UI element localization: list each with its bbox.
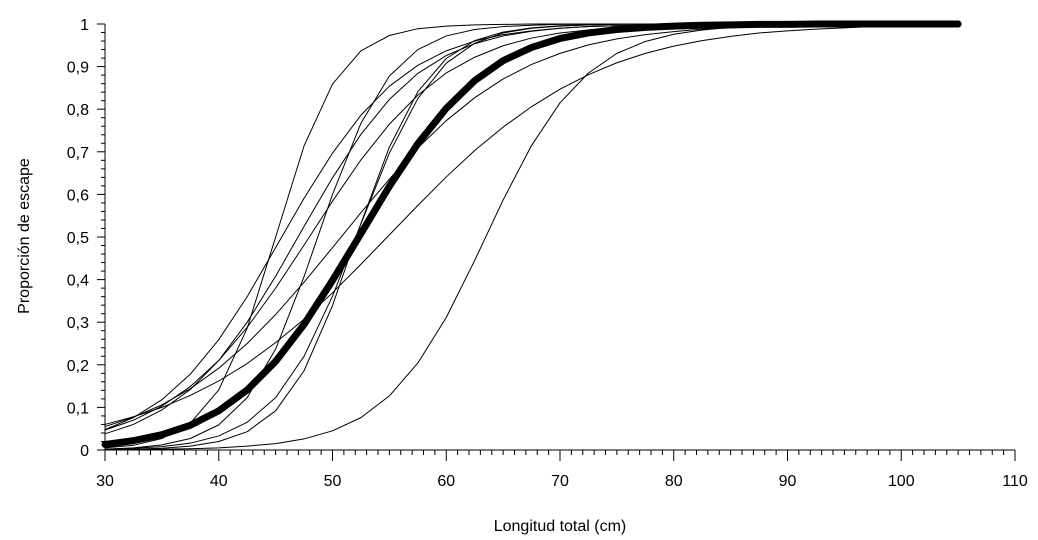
- series-curve-7: [104, 23, 959, 450]
- x-tick-label: 60: [437, 473, 455, 490]
- x-tick-label: 40: [210, 473, 228, 490]
- y-tick-label: 0: [80, 443, 89, 460]
- y-axis: 0 0,1 0,2 0,3 0,4 0,5 0,6 0,7 0,8 0,9 1: [67, 17, 106, 460]
- series-curve-1: [104, 23, 959, 449]
- y-tick-label: 0,9: [67, 60, 89, 77]
- series-curve-8: [104, 23, 959, 450]
- y-tick-label: 1: [80, 17, 89, 34]
- x-axis-title: Longitud total (cm): [494, 518, 627, 535]
- series-curve-9: [104, 23, 959, 451]
- x-tick-label: 80: [665, 473, 683, 490]
- y-tick-label: 0,7: [67, 145, 89, 162]
- x-tick-label: 110: [1002, 473, 1028, 490]
- series-layer: [101, 20, 962, 451]
- series-curve-10: [104, 23, 959, 451]
- x-tick-label: 100: [888, 473, 915, 490]
- y-tick-label: 0,5: [67, 230, 89, 247]
- y-tick-label: 0,8: [67, 102, 89, 119]
- y-tick-label: 0,3: [67, 315, 89, 332]
- y-tick-label: 0,2: [67, 358, 89, 375]
- series-curve-2: [104, 23, 959, 431]
- y-axis-title: Proporción de escape: [16, 158, 33, 314]
- series-curve-6: [104, 24, 959, 425]
- series-curve-3: [104, 23, 959, 431]
- series-curve-5: [104, 23, 959, 428]
- x-tick-label: 90: [779, 473, 797, 490]
- x-tick-label: 50: [324, 473, 342, 490]
- x-tick-label: 30: [96, 473, 114, 490]
- x-axis: 30 40 50 60 70 80 90 100 110: [96, 449, 1028, 490]
- mean-curve: [101, 20, 962, 448]
- y-tick-label: 0,4: [67, 273, 89, 290]
- y-tick-label: 0,1: [67, 400, 89, 417]
- y-tick-label: 0,6: [67, 187, 89, 204]
- x-tick-label: 70: [551, 473, 569, 490]
